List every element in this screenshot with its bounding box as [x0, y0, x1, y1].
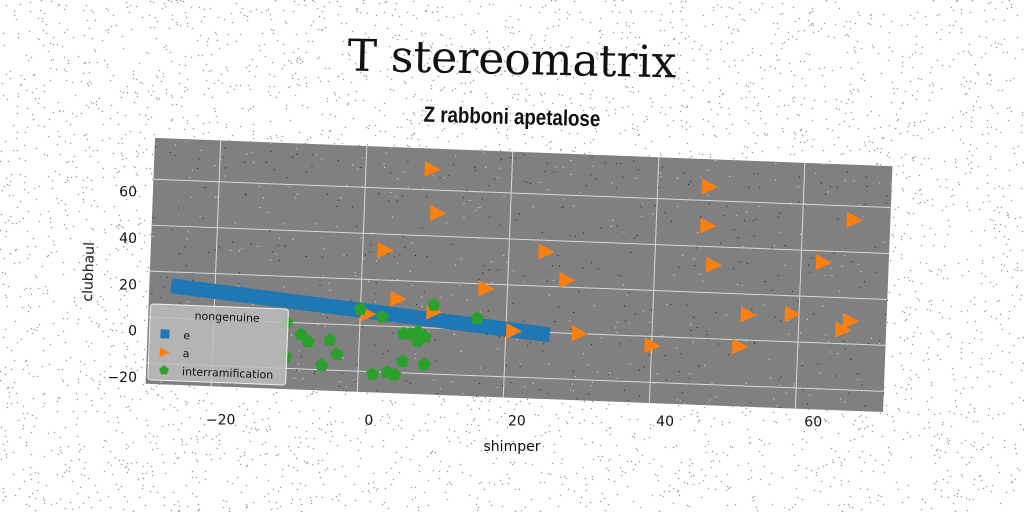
x-axis-label: shimper	[484, 439, 541, 455]
y-tick-label: 0	[128, 324, 137, 340]
legend-label: e	[183, 329, 190, 342]
marker-a	[505, 322, 523, 339]
marker-a	[815, 254, 832, 271]
marker-interramification	[366, 367, 380, 380]
marker-a	[846, 211, 863, 228]
marker-interramification	[427, 298, 441, 311]
y-axis-label: clubhaul	[80, 242, 98, 302]
marker-a	[478, 280, 495, 297]
x-tick-label: 40	[656, 414, 674, 430]
marker-a	[429, 204, 447, 221]
marker-a	[705, 256, 723, 273]
legend-marker-a	[159, 347, 170, 358]
marker-interramification	[294, 327, 308, 341]
marker-a	[559, 271, 576, 288]
marker-interramification	[411, 325, 425, 338]
marker-interramification	[396, 326, 411, 340]
series-layer	[170, 160, 863, 381]
y-tick-label: 20	[119, 277, 137, 293]
marker-a	[784, 305, 801, 322]
y-tick-label: −20	[107, 370, 137, 386]
marker-interramification	[395, 354, 410, 368]
x-tick-label: 60	[804, 415, 822, 431]
marker-interramification	[301, 334, 315, 348]
grid-line-y	[149, 270, 888, 300]
marker-a	[701, 178, 718, 195]
legend-box	[147, 303, 289, 386]
legend-title: nongenuine	[194, 310, 260, 326]
marker-a	[377, 241, 394, 258]
x-tick-label: 0	[364, 413, 373, 429]
marker-a	[424, 160, 441, 177]
marker-interramification	[417, 357, 431, 371]
grid-line-y	[153, 178, 891, 209]
marker-interramification	[353, 302, 368, 315]
marker-interramification	[470, 311, 484, 325]
legend-label: interramification	[182, 365, 274, 381]
marker-interramification	[323, 333, 337, 347]
legend-marker-interramification	[159, 365, 169, 375]
legend: nongenuine ea interramification	[147, 303, 289, 386]
marker-a	[538, 243, 555, 260]
marker-a	[740, 306, 757, 323]
marker-a	[842, 312, 859, 329]
y-tick-label: 60	[119, 185, 137, 201]
marker-interramification	[375, 309, 389, 323]
marker-interramification	[330, 347, 344, 361]
grid-line-y	[151, 224, 890, 255]
axes-text: shimper clubhaul −20 0 20 40 60 −20 0 20 40 60	[80, 185, 822, 455]
marker-a	[834, 321, 852, 338]
marker-a	[644, 337, 661, 354]
marker-a	[390, 290, 407, 307]
marker-a	[571, 325, 588, 342]
x-tick-label: −20	[206, 412, 236, 428]
marker-a	[731, 338, 749, 355]
marker-interramification	[315, 358, 329, 372]
y-tick-label: 40	[119, 231, 137, 247]
legend-marker-e	[160, 329, 170, 339]
marker-a	[700, 217, 717, 234]
legend-label: a	[182, 347, 189, 360]
marker-interramification	[380, 365, 395, 379]
x-tick-label: 20	[508, 413, 526, 429]
